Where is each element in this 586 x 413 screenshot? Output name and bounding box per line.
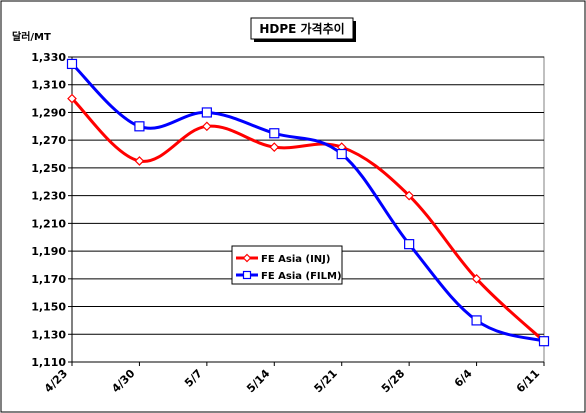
series-film-point — [471, 315, 482, 326]
series-film-point — [66, 58, 78, 70]
y-tick-label: 1,310 — [31, 79, 66, 92]
y-tick-label: 1,250 — [31, 162, 66, 175]
y-tick-label: 1,230 — [31, 190, 66, 203]
y-axis-ticks: 1,110 1,130 1,150 1,170 1,190 1,210 1,230 1,250… — [31, 51, 73, 369]
title-box — [250, 17, 354, 40]
legend-label: FE Asia (FILM) — [261, 271, 342, 282]
chart-title: HDPE 가격추이 — [259, 21, 344, 36]
legend-label: FE Asia (INJ) — [261, 254, 330, 265]
y-tick-label: 1,290 — [31, 106, 66, 119]
series-layer — [66, 58, 550, 347]
series-inj-point — [202, 121, 212, 132]
series-film-point — [134, 121, 145, 132]
y-tick-label: 1,110 — [31, 356, 66, 369]
grid-lines — [72, 56, 544, 363]
series-film-line — [70, 62, 545, 343]
y-tick-label: 1,130 — [31, 328, 66, 341]
legend-swatch-marker — [242, 253, 252, 263]
series-inj-line — [70, 97, 546, 343]
series-film-point — [538, 336, 550, 347]
y-tick-label: 1,270 — [31, 134, 66, 147]
series-film-point — [201, 107, 212, 118]
series-inj-point — [134, 156, 145, 166]
series-film-point — [336, 148, 347, 160]
y-tick-label: 1,190 — [31, 245, 66, 258]
legend-swatch-marker — [242, 270, 252, 280]
legend: FE Asia (INJ) FE Asia (FILM) — [231, 245, 343, 285]
series-inj-point — [67, 93, 77, 104]
y-axis-unit: 달러/MT — [12, 30, 51, 43]
series-film — [66, 58, 550, 347]
y-tick-label: 1,210 — [31, 217, 66, 230]
series-film-point — [269, 128, 280, 139]
series-film-point — [404, 239, 415, 250]
legend-item-inj: FE Asia (INJ) — [236, 253, 330, 265]
y-tick-label: 1,150 — [31, 301, 66, 314]
series-inj-point — [269, 142, 280, 152]
legend-box — [231, 245, 343, 285]
legend-item-film: FE Asia (FILM) — [236, 270, 342, 282]
y-tick-label: 1,330 — [31, 51, 66, 64]
series-inj-point — [471, 273, 482, 284]
series-inj-point — [404, 190, 414, 201]
y-tick-label: 1,170 — [31, 273, 66, 286]
